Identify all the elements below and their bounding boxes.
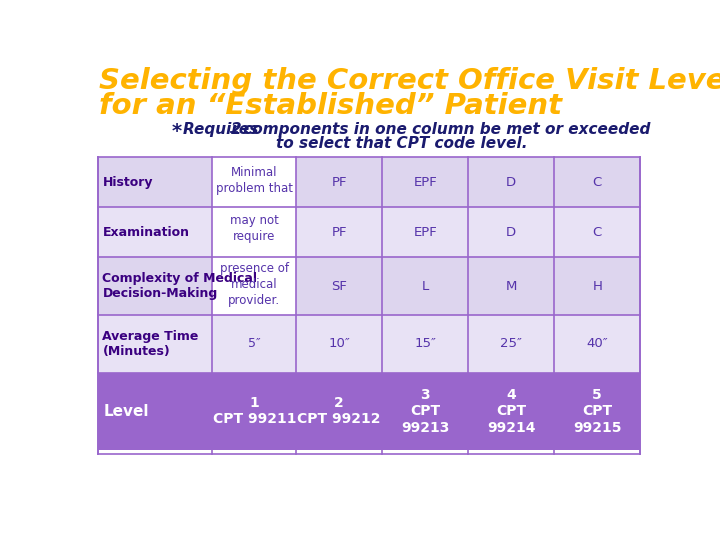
Bar: [98, 315, 212, 373]
Bar: [554, 207, 640, 257]
Bar: [554, 157, 640, 207]
Bar: [468, 257, 554, 315]
Text: 25″: 25″: [500, 338, 522, 350]
Bar: [98, 157, 212, 207]
Text: 5
CPT
99215: 5 CPT 99215: [573, 388, 621, 435]
Bar: [382, 157, 468, 207]
Text: Complexity of Medical
Decision-Making: Complexity of Medical Decision-Making: [102, 272, 258, 300]
Text: Selecting the Correct Office Visit Level: Selecting the Correct Office Visit Level: [99, 67, 720, 95]
Text: 15″: 15″: [414, 338, 436, 350]
Bar: [382, 207, 468, 257]
Text: PF: PF: [331, 176, 347, 188]
Bar: [554, 257, 640, 315]
Text: D: D: [506, 176, 516, 188]
Text: M: M: [505, 280, 517, 293]
Bar: [468, 157, 554, 207]
Text: Examination: Examination: [102, 226, 189, 239]
Text: EPF: EPF: [413, 226, 437, 239]
Text: to select that CPT code level.: to select that CPT code level.: [276, 136, 528, 151]
Text: Minimal
problem that

may not
require

presence of
medical
provider.: Minimal problem that may not require pre…: [216, 166, 293, 307]
Text: C: C: [593, 176, 602, 188]
Text: for an “Established” Patient: for an “Established” Patient: [99, 92, 562, 120]
Text: Requires: Requires: [183, 122, 264, 137]
Bar: [98, 257, 212, 315]
Bar: [296, 315, 382, 373]
Bar: [296, 207, 382, 257]
Bar: [468, 315, 554, 373]
Text: D: D: [506, 226, 516, 239]
Text: 2: 2: [231, 122, 242, 137]
Bar: [296, 257, 382, 315]
Bar: [98, 207, 212, 257]
Text: History: History: [102, 176, 153, 188]
Bar: [212, 157, 296, 315]
Text: Level: Level: [104, 404, 150, 419]
Bar: [212, 315, 296, 373]
Bar: [98, 373, 640, 450]
Text: 2
CPT 99212: 2 CPT 99212: [297, 396, 381, 427]
Text: L: L: [422, 280, 429, 293]
Text: PF: PF: [331, 226, 347, 239]
Text: 3
CPT
99213: 3 CPT 99213: [401, 388, 449, 435]
Bar: [554, 315, 640, 373]
Text: C: C: [593, 226, 602, 239]
Text: 4
CPT
99214: 4 CPT 99214: [487, 388, 536, 435]
Text: 10″: 10″: [328, 338, 350, 350]
Text: 1
CPT 99211: 1 CPT 99211: [212, 396, 296, 427]
Text: *: *: [171, 122, 181, 141]
Text: Average Time
(Minutes): Average Time (Minutes): [102, 330, 199, 358]
Text: components in one column be met or exceeded: components in one column be met or excee…: [238, 122, 650, 137]
Text: SF: SF: [331, 280, 347, 293]
Text: EPF: EPF: [413, 176, 437, 188]
Bar: [382, 257, 468, 315]
Text: 5″: 5″: [248, 338, 261, 350]
Text: H: H: [593, 280, 602, 293]
Bar: [382, 315, 468, 373]
Bar: [296, 157, 382, 207]
Text: 40″: 40″: [586, 338, 608, 350]
Bar: [468, 207, 554, 257]
